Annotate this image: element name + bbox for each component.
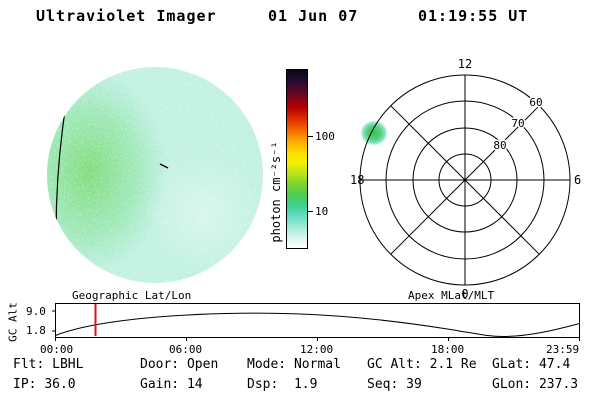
timeline-frame <box>55 303 580 338</box>
xtick-2359: 23:59 <box>546 343 580 356</box>
timeline-left-title: Geographic Lat/Lon <box>72 289 192 302</box>
colorbar-tick-100 <box>308 136 313 137</box>
mlt-label-0: 0 <box>461 287 468 301</box>
uv-disk-image <box>47 67 263 283</box>
mlat-label-80: 80 <box>493 139 506 152</box>
altitude-curve <box>55 312 580 338</box>
ytick-1-8: 1.8 <box>26 324 46 337</box>
status-seq: Seq: 39 <box>367 377 422 392</box>
polar-grid: 12 0 18 6 60 70 80 <box>350 57 581 301</box>
colorbar <box>286 69 308 249</box>
status-gain: Gain: 14 <box>140 377 203 392</box>
mlat-label-70: 70 <box>511 117 524 130</box>
aurora-blob <box>360 120 388 146</box>
timeline-ylabel: GC Alt <box>6 302 20 342</box>
status-flt: Flt: LBHL <box>13 357 84 372</box>
page-title: Ultraviolet Imager <box>36 7 217 25</box>
mlt-label-18: 18 <box>350 173 364 187</box>
header-time: 01:19:55 UT <box>418 7 529 25</box>
colorbar-tick-label-100: 100 <box>315 130 335 143</box>
status-dsp: Dsp: 1.9 <box>247 377 318 392</box>
xtick-0000: 00:00 <box>40 343 74 356</box>
colorbar-units-label: photon cm⁻²s⁻¹ <box>269 141 283 243</box>
center-mark <box>159 163 169 169</box>
header-date: 01 Jun 07 <box>268 7 359 25</box>
status-gcalt: GC Alt: 2.1 Re <box>367 357 477 372</box>
mlat-label-60: 60 <box>529 96 542 109</box>
xtick-1200: 12:00 <box>300 343 334 356</box>
status-glat: GLat: 47.4 <box>492 357 571 372</box>
timeline-right-title: Apex MLat/MLT <box>408 289 495 302</box>
mlt-label-6: 6 <box>574 173 581 187</box>
status-door: Door: Open <box>140 357 219 372</box>
status-glon: GLon: 237.3 <box>492 377 579 392</box>
timeline-plot <box>52 303 580 341</box>
status-mode: Mode: Normal <box>247 357 341 372</box>
xtick-1800: 18:00 <box>431 343 465 356</box>
mlt-label-12: 12 <box>458 57 472 71</box>
colorbar-tick-label-10: 10 <box>315 205 329 218</box>
colorbar-tick-10 <box>308 211 313 212</box>
xtick-0600: 06:00 <box>169 343 203 356</box>
status-ip: IP: 36.0 <box>13 377 76 392</box>
ytick-9: 9.0 <box>26 305 46 318</box>
